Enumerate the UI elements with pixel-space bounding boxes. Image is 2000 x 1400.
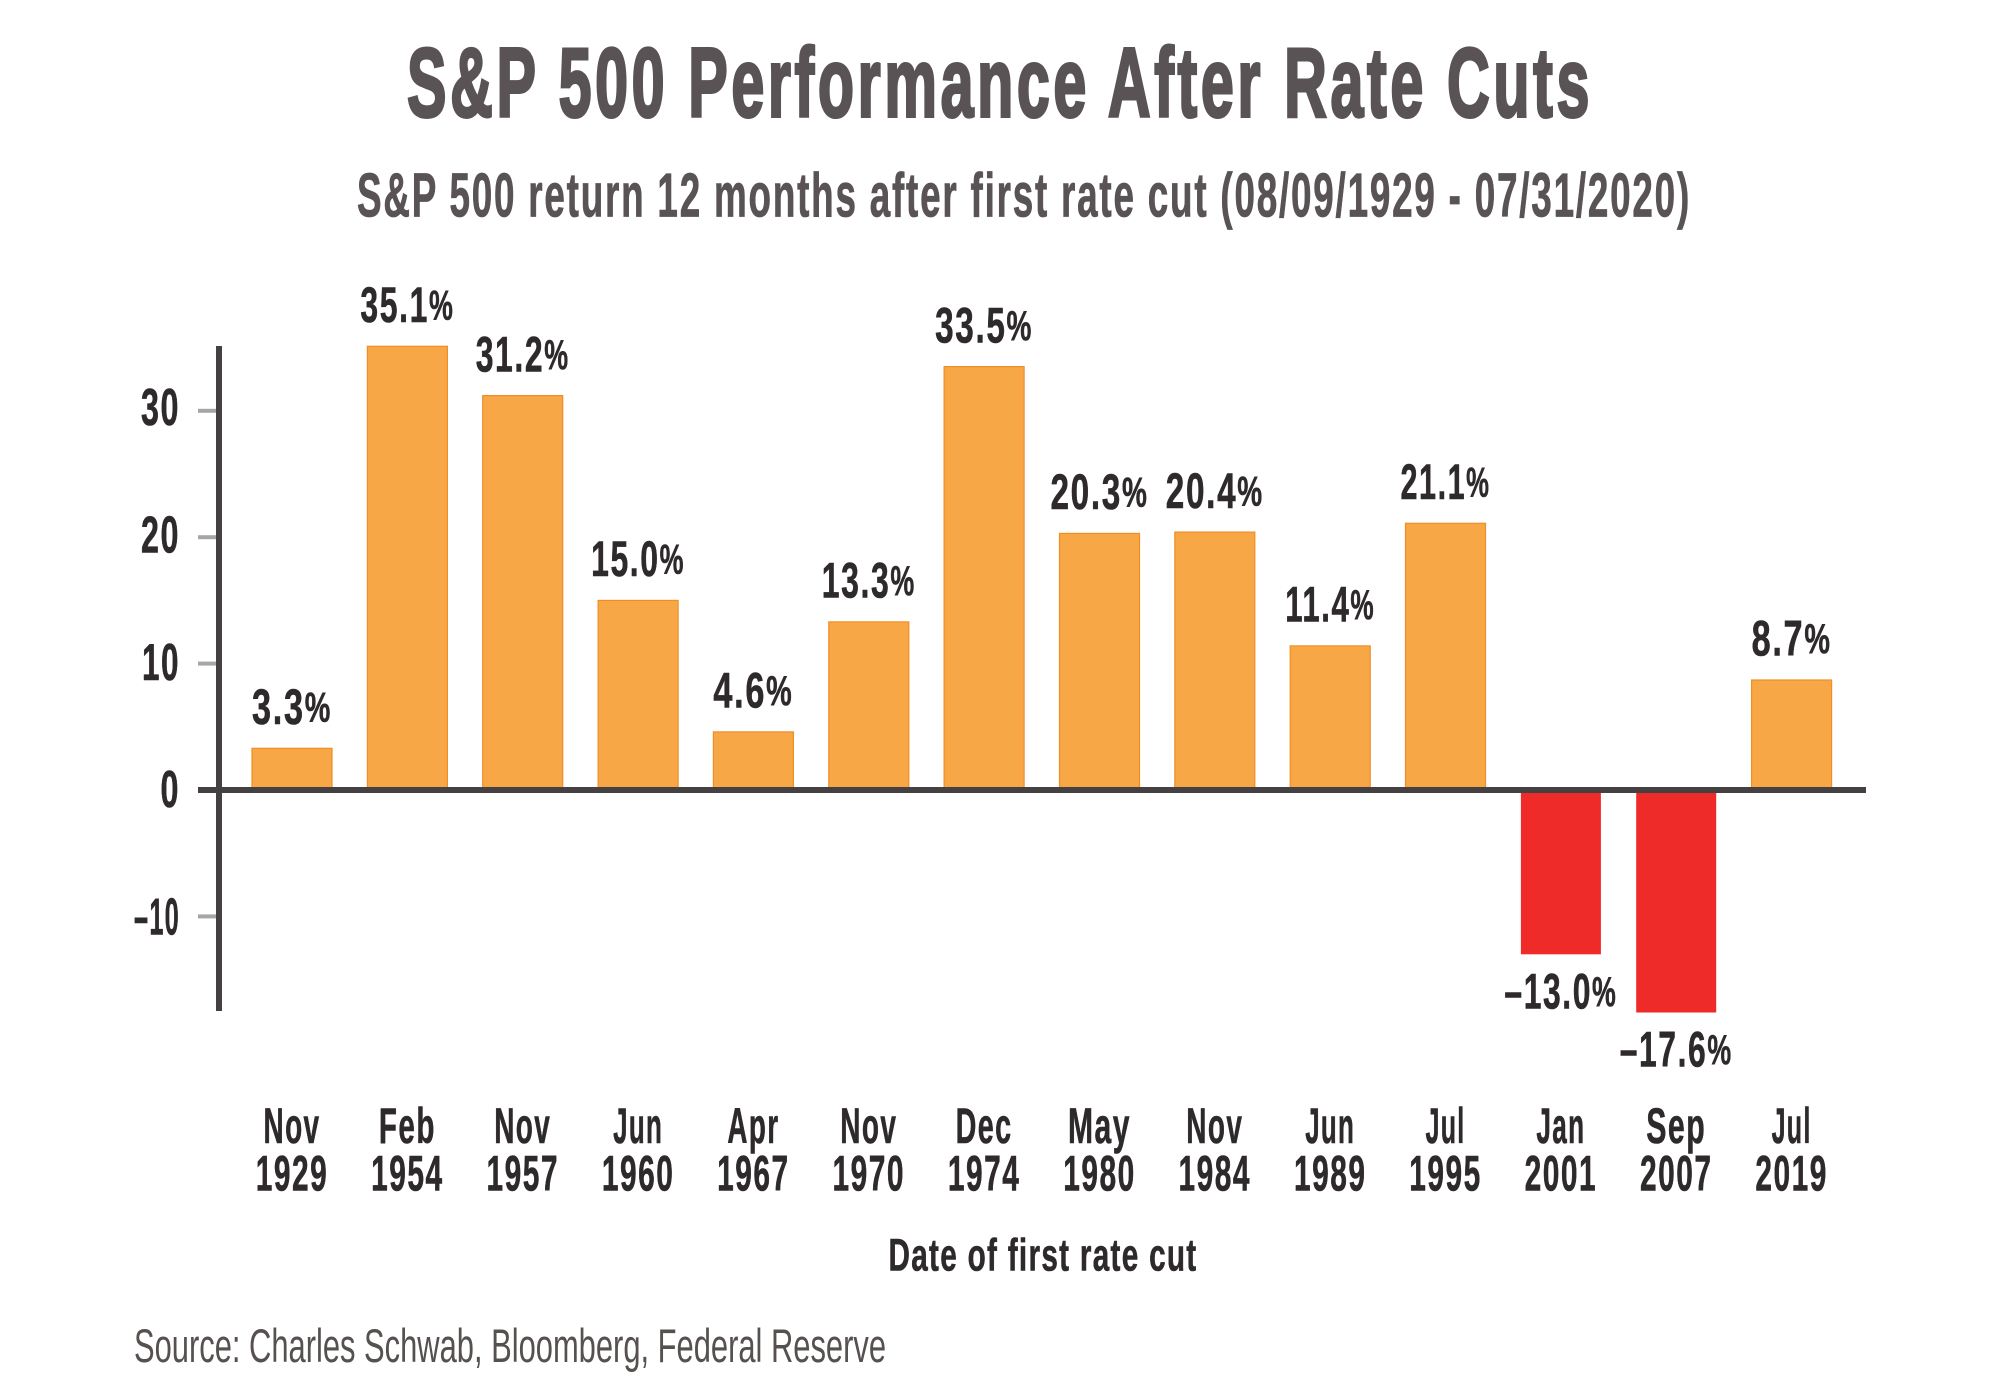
svg-text:1957: 1957 [486, 1145, 559, 1201]
svg-text:1967: 1967 [717, 1145, 790, 1201]
svg-text:31.2%: 31.2% [476, 326, 570, 382]
svg-text:3.3%: 3.3% [252, 679, 332, 735]
svg-text:May: May [1068, 1098, 1131, 1154]
svg-text:20.4%: 20.4% [1166, 463, 1264, 519]
svg-text:Jun: Jun [613, 1098, 663, 1154]
svg-text:Jan: Jan [1536, 1098, 1585, 1154]
svg-text:Nov: Nov [264, 1098, 321, 1154]
svg-text:Jul: Jul [1772, 1098, 1812, 1154]
svg-text:Nov: Nov [494, 1098, 551, 1154]
svg-text:15.0%: 15.0% [591, 531, 685, 587]
svg-text:1970: 1970 [833, 1145, 906, 1201]
svg-text:1954: 1954 [371, 1145, 444, 1201]
svg-text:1984: 1984 [1179, 1145, 1252, 1201]
svg-text:2007: 2007 [1640, 1145, 1713, 1201]
svg-text:–10: –10 [134, 888, 180, 946]
svg-text:Apr: Apr [727, 1098, 779, 1154]
svg-text:20.3%: 20.3% [1051, 464, 1149, 520]
svg-text:1974: 1974 [948, 1145, 1021, 1201]
svg-text:0: 0 [161, 761, 181, 819]
svg-text:Jul: Jul [1426, 1098, 1466, 1154]
svg-text:1960: 1960 [602, 1145, 675, 1201]
svg-text:Jun: Jun [1305, 1098, 1355, 1154]
svg-text:S&P 500 return 12 months after: S&P 500 return 12 months after first rat… [357, 161, 1691, 230]
svg-text:Feb: Feb [379, 1098, 436, 1154]
svg-text:1980: 1980 [1063, 1145, 1136, 1201]
svg-text:Nov: Nov [1186, 1098, 1243, 1154]
svg-text:4.6%: 4.6% [713, 663, 793, 719]
svg-text:20: 20 [141, 507, 180, 565]
svg-text:21.1%: 21.1% [1401, 454, 1491, 510]
svg-text:2001: 2001 [1525, 1145, 1598, 1201]
svg-text:33.5%: 33.5% [935, 297, 1033, 353]
svg-text:Sep: Sep [1646, 1098, 1706, 1154]
svg-text:1995: 1995 [1409, 1145, 1482, 1201]
svg-text:1989: 1989 [1294, 1145, 1367, 1201]
svg-text:11.4%: 11.4% [1285, 577, 1375, 633]
svg-text:Nov: Nov [840, 1098, 897, 1154]
svg-text:13.3%: 13.3% [822, 553, 916, 609]
svg-text:Dec: Dec [956, 1098, 1013, 1154]
svg-text:2019: 2019 [1755, 1145, 1828, 1201]
svg-text:–13.0%: –13.0% [1504, 963, 1617, 1019]
svg-text:1929: 1929 [256, 1145, 329, 1201]
svg-text:10: 10 [142, 634, 180, 692]
svg-text:–17.6%: –17.6% [1620, 1022, 1733, 1078]
svg-text:30: 30 [141, 379, 180, 437]
svg-text:Date of first rate cut: Date of first rate cut [889, 1230, 1198, 1281]
svg-text:35.1%: 35.1% [360, 277, 454, 333]
svg-text:S&P 500 Performance After Rate: S&P 500 Performance After Rate Cuts [407, 28, 1593, 138]
svg-text:8.7%: 8.7% [1752, 611, 1832, 667]
svg-text:Source: Charles Schwab, Bloomb: Source: Charles Schwab, Bloomberg, Feder… [134, 1320, 886, 1373]
